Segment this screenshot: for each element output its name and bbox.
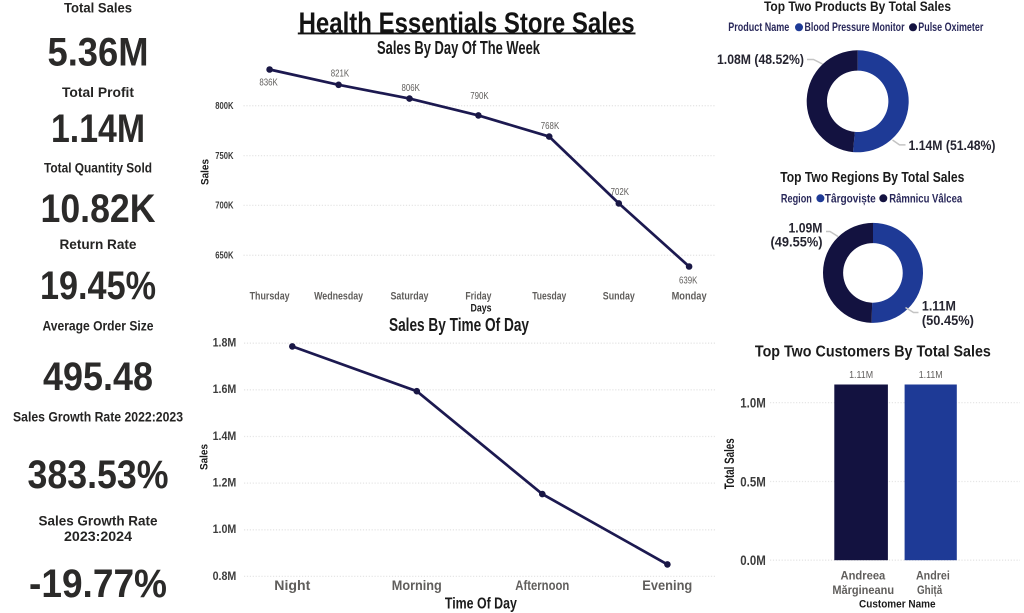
svg-text:Sales: Sales bbox=[198, 444, 210, 470]
svg-text:0.8M: 0.8M bbox=[213, 569, 237, 583]
svg-text:1.2M: 1.2M bbox=[213, 476, 237, 490]
svg-text:Sales By Day Of The Week: Sales By Day Of The Week bbox=[377, 38, 541, 58]
svg-text:790K: 790K bbox=[470, 91, 489, 102]
svg-text:Afternoon: Afternoon bbox=[515, 577, 569, 593]
svg-text:1.09M: 1.09M bbox=[789, 220, 823, 235]
svg-text:1.11M: 1.11M bbox=[919, 370, 943, 381]
svg-text:383.53%: 383.53% bbox=[28, 453, 169, 497]
svg-text:10.82K: 10.82K bbox=[41, 187, 156, 231]
svg-text:1.4M: 1.4M bbox=[213, 429, 237, 443]
svg-text:Târgoviște: Târgoviște bbox=[825, 192, 876, 206]
svg-text:700K: 700K bbox=[215, 201, 234, 212]
svg-text:Sales By Time Of Day: Sales By Time Of Day bbox=[389, 315, 529, 335]
svg-text:Sales: Sales bbox=[199, 159, 211, 185]
svg-text:Top Two Customers By Total Sal: Top Two Customers By Total Sales bbox=[755, 344, 991, 361]
svg-text:836K: 836K bbox=[259, 77, 278, 88]
svg-text:Morning: Morning bbox=[392, 577, 442, 593]
svg-text:Total Sales: Total Sales bbox=[721, 438, 737, 489]
svg-text:768K: 768K bbox=[541, 121, 560, 132]
svg-text:750K: 750K bbox=[215, 151, 234, 162]
svg-text:Health Essentials Store Sales: Health Essentials Store Sales bbox=[299, 8, 635, 40]
svg-text:Top Two Products By Total Sale: Top Two Products By Total Sales bbox=[764, 0, 951, 14]
svg-text:1.6M: 1.6M bbox=[213, 382, 237, 396]
svg-text:Top Two Regions By Total Sales: Top Two Regions By Total Sales bbox=[780, 169, 964, 186]
svg-text:1.0M: 1.0M bbox=[740, 394, 766, 410]
svg-text:2023:2024: 2023:2024 bbox=[64, 528, 132, 544]
svg-text:-19.77%: -19.77% bbox=[29, 562, 167, 606]
svg-text:Tuesday: Tuesday bbox=[532, 291, 567, 303]
svg-text:1.8M: 1.8M bbox=[213, 336, 237, 350]
svg-text:Mărgineanu: Mărgineanu bbox=[832, 583, 894, 597]
svg-text:Total Profit: Total Profit bbox=[62, 84, 134, 100]
svg-text:Night: Night bbox=[274, 577, 310, 593]
svg-text:0.5M: 0.5M bbox=[740, 473, 766, 489]
svg-text:639K: 639K bbox=[679, 275, 698, 286]
svg-text:Region: Region bbox=[781, 192, 812, 206]
svg-text:806K: 806K bbox=[402, 83, 421, 94]
svg-text:Andreea: Andreea bbox=[841, 568, 886, 582]
svg-text:Return Rate: Return Rate bbox=[60, 236, 137, 252]
svg-text:Andrei: Andrei bbox=[916, 568, 950, 582]
svg-text:Pulse Oximeter: Pulse Oximeter bbox=[918, 20, 983, 34]
svg-text:Râmnicu Vâlcea: Râmnicu Vâlcea bbox=[889, 192, 962, 206]
svg-text:Sunday: Sunday bbox=[603, 291, 636, 303]
svg-text:Friday: Friday bbox=[465, 291, 492, 303]
svg-text:702K: 702K bbox=[611, 187, 630, 198]
svg-text:Total Sales: Total Sales bbox=[64, 0, 132, 16]
svg-text:0.0M: 0.0M bbox=[740, 552, 766, 568]
svg-text:1.14M (51.48%): 1.14M (51.48%) bbox=[909, 138, 996, 153]
svg-text:495.48: 495.48 bbox=[43, 355, 153, 399]
svg-text:Thursday: Thursday bbox=[250, 291, 291, 303]
svg-text:1.11M: 1.11M bbox=[849, 370, 873, 381]
svg-text:821K: 821K bbox=[331, 68, 350, 79]
svg-text:Monday: Monday bbox=[672, 291, 708, 303]
svg-text:19.45%: 19.45% bbox=[40, 264, 156, 308]
svg-text:Average Order Size: Average Order Size bbox=[43, 318, 154, 334]
svg-text:Total Quantity Sold: Total Quantity Sold bbox=[44, 159, 152, 175]
svg-text:Ghiță: Ghiță bbox=[917, 583, 942, 597]
svg-text:(49.55%): (49.55%) bbox=[771, 234, 823, 249]
svg-text:(50.45%): (50.45%) bbox=[922, 313, 974, 328]
svg-text:Wednesday: Wednesday bbox=[314, 291, 364, 303]
svg-text:Saturday: Saturday bbox=[391, 291, 430, 303]
svg-text:1.08M (48.52%): 1.08M (48.52%) bbox=[717, 52, 804, 67]
svg-text:1.11M: 1.11M bbox=[922, 299, 956, 314]
svg-text:800K: 800K bbox=[215, 101, 234, 112]
svg-text:1.14M: 1.14M bbox=[51, 107, 145, 151]
svg-text:Sales Growth Rate: Sales Growth Rate bbox=[39, 513, 158, 529]
svg-text:5.36M: 5.36M bbox=[48, 30, 149, 74]
svg-text:Sales Growth Rate 2022:2023: Sales Growth Rate 2022:2023 bbox=[13, 408, 183, 424]
svg-text:Evening: Evening bbox=[642, 577, 692, 593]
svg-text:Blood Pressure Monitor: Blood Pressure Monitor bbox=[805, 20, 905, 34]
svg-text:Time Of Day: Time Of Day bbox=[445, 596, 517, 613]
svg-text:1.0M: 1.0M bbox=[213, 522, 237, 536]
svg-text:650K: 650K bbox=[215, 251, 234, 262]
svg-text:Days: Days bbox=[471, 302, 492, 314]
svg-text:Product Name: Product Name bbox=[728, 20, 789, 34]
svg-text:Customer Name: Customer Name bbox=[859, 599, 936, 611]
